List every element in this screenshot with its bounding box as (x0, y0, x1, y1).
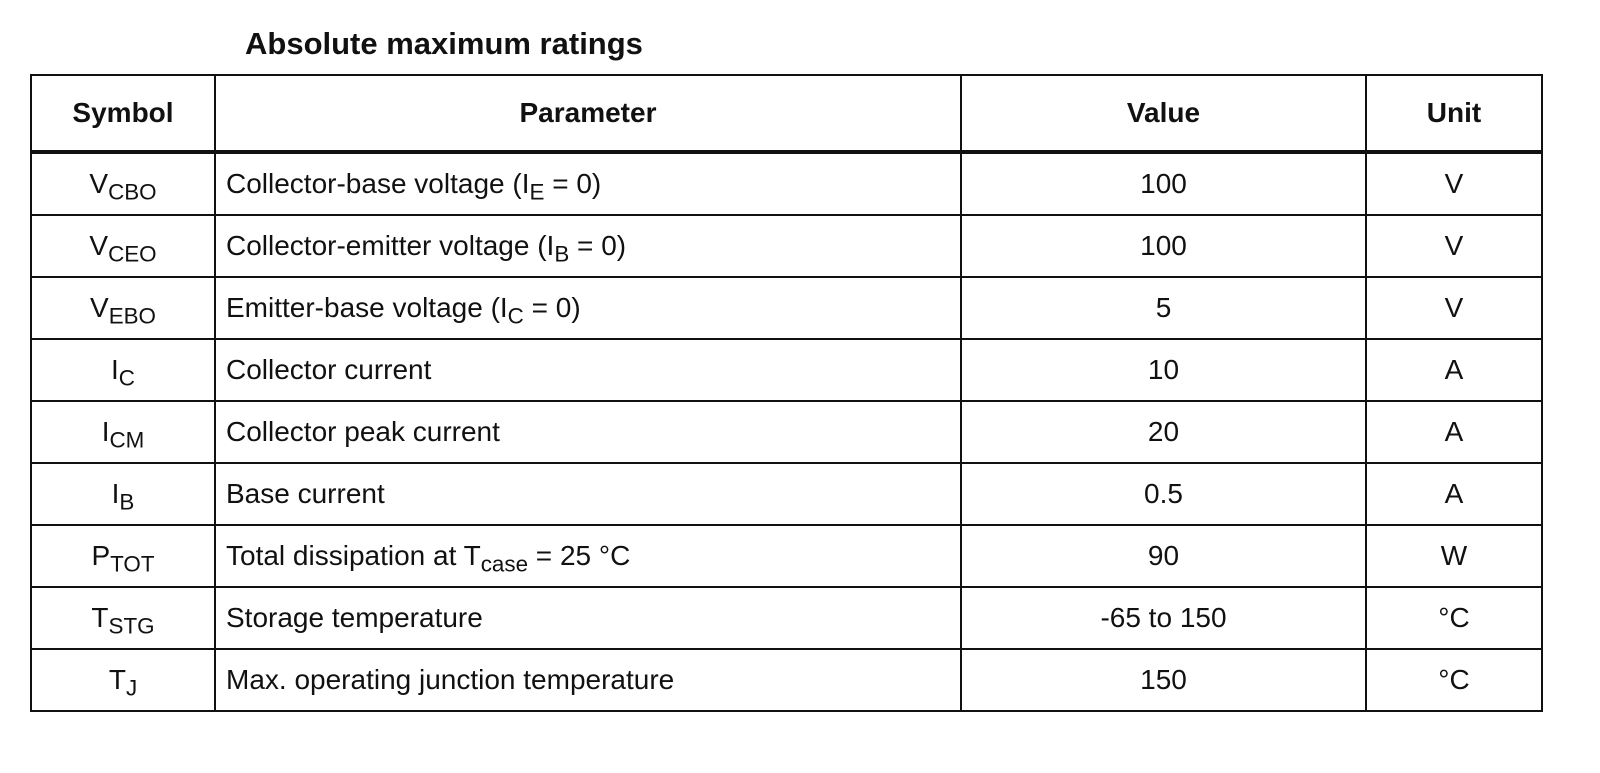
table-row: PTOT Total dissipation at Tcase = 25 °C 90… (30, 524, 1543, 588)
table-row: VEBO Emitter-base voltage (IC = 0) 5 V (30, 276, 1543, 340)
value-cell: 20 (960, 400, 1367, 464)
text: Base current (226, 478, 385, 509)
parameter-cell: Base current (214, 462, 962, 526)
unit-cell: °C (1365, 648, 1543, 712)
parameter-cell: Collector-base voltage (IE = 0) (214, 151, 962, 216)
header-cell: Value (960, 74, 1367, 154)
value-cell: -65 to 150 (960, 586, 1367, 650)
text: Collector current (226, 354, 432, 385)
unit-cell: A (1365, 462, 1543, 526)
symbol-cell: IB (30, 462, 216, 526)
table-row: IB Base current 0.5 A (30, 462, 1543, 526)
subscript: B (554, 241, 570, 267)
parameter-cell: Collector peak current (214, 400, 962, 464)
subscript: case (480, 551, 529, 577)
text: I (111, 354, 119, 385)
header-cell: Parameter (214, 74, 962, 154)
subscript: C (118, 365, 135, 391)
subscript: CBO (108, 179, 157, 205)
table-row: IC Collector current 10 A (30, 338, 1543, 402)
text: V (89, 168, 109, 199)
text: V (89, 230, 109, 261)
symbol-cell: PTOT (30, 524, 216, 588)
subscript: C (507, 303, 524, 329)
text: I (111, 478, 120, 509)
text: Collector-emitter voltage (I (226, 230, 555, 261)
text: = 0) (544, 168, 602, 199)
symbol-cell: VEBO (30, 276, 216, 340)
unit-cell: W (1365, 524, 1543, 588)
table-body: VCBO Collector-base voltage (IE = 0) 100 V V… (30, 151, 1543, 712)
parameter-cell: Collector current (214, 338, 962, 402)
value-cell: 150 (960, 648, 1367, 712)
subscript: STG (108, 613, 155, 639)
subscript: CEO (108, 241, 157, 267)
value-cell: 0.5 (960, 462, 1367, 526)
text: Total dissipation at T (226, 540, 481, 571)
text: T (91, 602, 109, 633)
text: I (101, 416, 110, 447)
text: = 25 °C (528, 540, 631, 571)
unit-cell: °C (1365, 586, 1543, 650)
symbol-cell: TSTG (30, 586, 216, 650)
parameter-cell: Total dissipation at Tcase = 25 °C (214, 524, 962, 588)
subscript: EBO (108, 303, 156, 329)
table-header: Symbol Parameter Value Unit (30, 74, 1543, 154)
subscript: J (125, 675, 138, 701)
table-row: VCBO Collector-base voltage (IE = 0) 100 V (30, 151, 1543, 216)
header-cell: Unit (1365, 74, 1543, 154)
subscript: B (119, 489, 135, 515)
text: P (91, 540, 111, 571)
text: Storage temperature (226, 602, 483, 633)
symbol-cell: ICM (30, 400, 216, 464)
table-row: VCEO Collector-emitter voltage (IB = 0) 10… (30, 214, 1543, 278)
text: Collector-base voltage (I (226, 168, 530, 199)
unit-cell: V (1365, 151, 1543, 216)
unit-cell: A (1365, 338, 1543, 402)
parameter-cell: Storage temperature (214, 586, 962, 650)
table-title: Absolute maximum ratings (245, 26, 643, 61)
value-cell: 100 (960, 151, 1367, 216)
text: Collector peak current (226, 416, 500, 447)
table-row: TJ Max. operating junction temperature 150… (30, 648, 1543, 712)
unit-cell: V (1365, 276, 1543, 340)
value-cell: 90 (960, 524, 1367, 588)
text: V (90, 292, 109, 323)
ratings-table: Symbol Parameter Value Unit VCBO Collector-b… (30, 74, 1543, 712)
text: = 0) (569, 230, 627, 261)
table-row: TSTG Storage temperature -65 to 150 °C (30, 586, 1543, 650)
unit-cell: A (1365, 400, 1543, 464)
subscript: CM (109, 427, 145, 453)
header-row: Symbol Parameter Value Unit (30, 74, 1543, 154)
unit-cell: V (1365, 214, 1543, 278)
value-cell: 5 (960, 276, 1367, 340)
value-cell: 100 (960, 214, 1367, 278)
parameter-cell: Collector-emitter voltage (IB = 0) (214, 214, 962, 278)
text: Max. operating junction temperature (226, 664, 675, 695)
symbol-cell: IC (30, 338, 216, 402)
text: T (108, 664, 126, 695)
subscript: TOT (110, 551, 155, 577)
text: = 0) (523, 292, 581, 323)
parameter-cell: Max. operating junction temperature (214, 648, 962, 712)
text: Emitter-base voltage (I (226, 292, 508, 323)
symbol-cell: VCEO (30, 214, 216, 278)
symbol-cell: TJ (30, 648, 216, 712)
header-cell: Symbol (30, 74, 216, 154)
subscript: E (529, 179, 545, 205)
parameter-cell: Emitter-base voltage (IC = 0) (214, 276, 962, 340)
symbol-cell: VCBO (30, 151, 216, 216)
table-row: ICM Collector peak current 20 A (30, 400, 1543, 464)
value-cell: 10 (960, 338, 1367, 402)
